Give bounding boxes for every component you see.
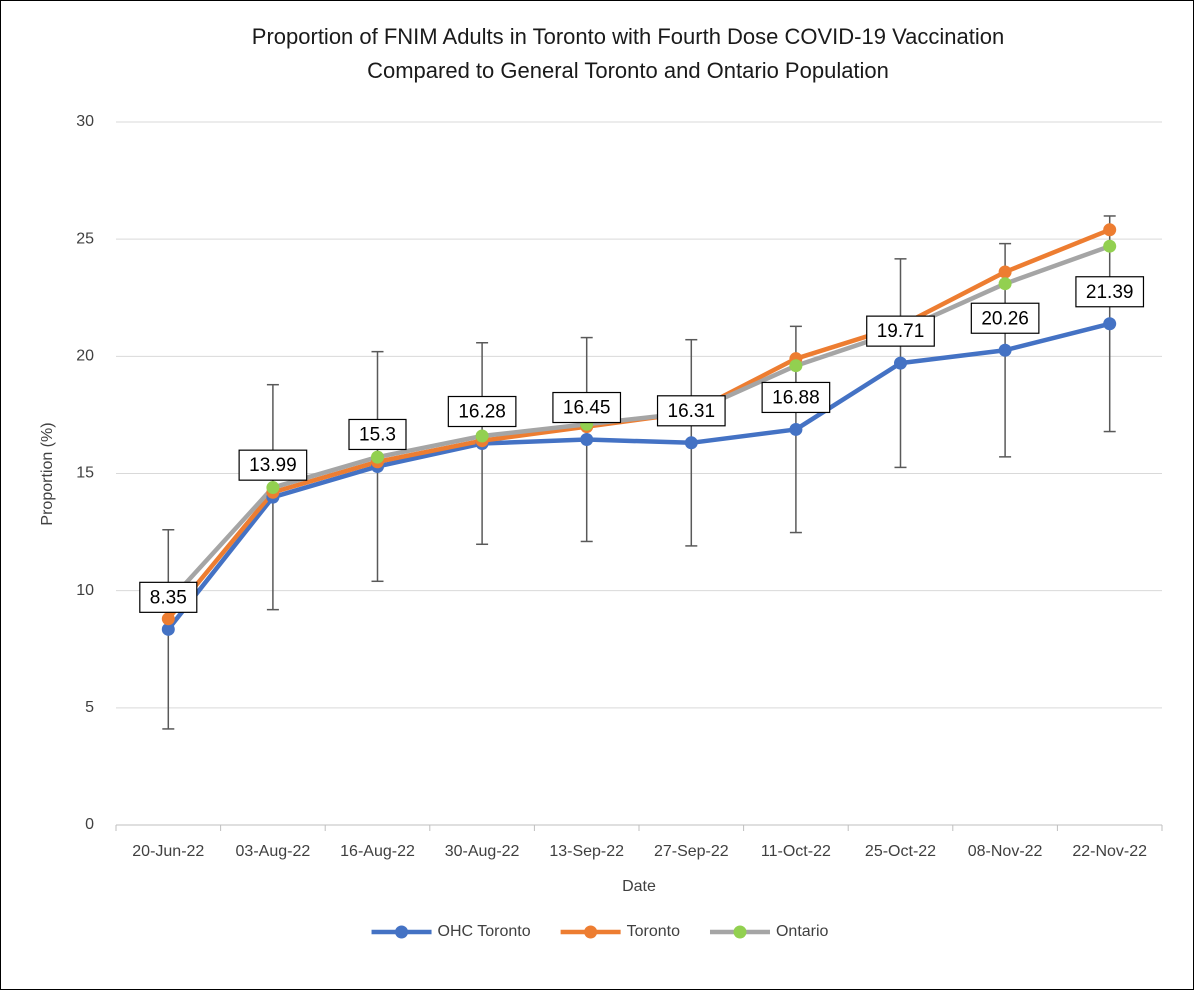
data-point (161, 622, 175, 636)
x-tick-label: 11-Oct-22 (761, 843, 831, 860)
x-tick-label: 03-Aug-22 (236, 843, 311, 860)
data-label-box (970, 302, 1040, 334)
x-tick-label: 08-Nov-22 (968, 843, 1043, 860)
legend-label: Toronto (627, 923, 680, 940)
legend-marker (395, 925, 409, 939)
data-label: 16.88 (772, 387, 820, 408)
data-point (580, 433, 594, 447)
legend-marker (584, 925, 598, 939)
series-line (166, 244, 1111, 604)
y-tick-label: 0 (85, 816, 94, 833)
data-point (998, 277, 1012, 291)
series-line (166, 321, 1111, 631)
data-point (475, 429, 489, 443)
data-label: 13.99 (249, 455, 297, 476)
data-point (266, 481, 280, 495)
x-tick-label: 30-Aug-22 (445, 843, 520, 860)
data-point (998, 343, 1012, 357)
data-label: 21.39 (1086, 282, 1134, 303)
data-point (684, 436, 698, 450)
y-tick-label: 25 (76, 230, 94, 247)
data-point (161, 612, 175, 626)
chart-title: Proportion of FNIM Adults in Toronto wit… (252, 24, 1004, 49)
legend-label: OHC Toronto (438, 923, 531, 940)
x-tick-label: 20-Jun-22 (132, 843, 204, 860)
y-tick-label: 5 (85, 699, 94, 716)
data-label-box (238, 449, 308, 481)
x-tick-label: 27-Sep-22 (654, 843, 729, 860)
x-tick-label: 25-Oct-22 (865, 843, 936, 860)
x-tick-label: 22-Nov-22 (1072, 843, 1147, 860)
data-point (998, 265, 1012, 279)
data-point (789, 359, 803, 373)
data-point (1103, 223, 1117, 237)
data-label-box (1075, 276, 1145, 308)
y-tick-label: 15 (76, 465, 94, 482)
y-tick-label: 30 (76, 113, 94, 130)
data-label-box (656, 395, 726, 427)
chart-title: Compared to General Toronto and Ontario … (367, 58, 889, 83)
data-label: 19.71 (877, 321, 925, 342)
legend-label: Ontario (776, 923, 829, 940)
y-tick-label: 10 (76, 582, 94, 599)
data-point (1103, 239, 1117, 253)
data-label-box (139, 581, 198, 613)
data-label-box (761, 381, 831, 414)
data-label-box (552, 391, 622, 424)
y-tick-label: 20 (76, 348, 94, 365)
data-point (789, 422, 803, 436)
data-label: 16.31 (668, 401, 716, 422)
data-point (1103, 317, 1117, 331)
data-label-box (866, 315, 935, 347)
x-tick-label: 16-Aug-22 (340, 843, 415, 860)
data-point (894, 356, 907, 370)
x-tick-label: 13-Sep-22 (549, 843, 624, 860)
data-label: 16.45 (563, 398, 611, 419)
data-label-box (348, 418, 407, 451)
data-label: 15.3 (359, 424, 396, 445)
data-label-box (447, 395, 517, 428)
data-label: 20.26 (981, 308, 1029, 329)
data-label: 8.35 (150, 587, 187, 608)
y-axis-label: Proportion (%) (39, 422, 56, 525)
data-label: 16.28 (458, 402, 506, 423)
data-point (371, 450, 384, 464)
x-axis-label: Date (622, 878, 656, 895)
legend-marker (733, 925, 747, 939)
